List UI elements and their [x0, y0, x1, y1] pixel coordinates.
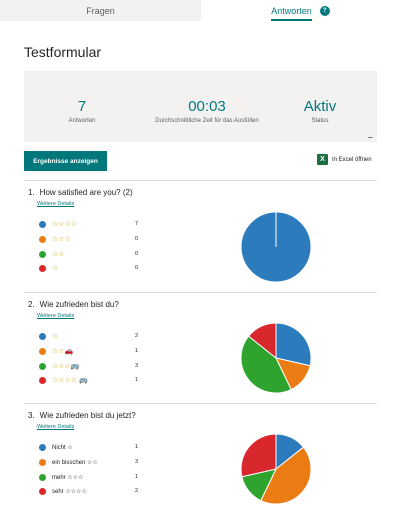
- question-1-title: 1. How satisfied are you? (2): [28, 188, 133, 197]
- legend-count: 1: [135, 444, 139, 450]
- legend-count: 1: [135, 377, 139, 383]
- pie-slice[interactable]: [240, 335, 292, 394]
- legend-count: 3: [135, 459, 139, 465]
- question-2-pie-chart: [240, 322, 312, 394]
- question-number: 3.: [28, 411, 35, 420]
- pie-slice[interactable]: [247, 322, 277, 360]
- status-value: Aktiv: [303, 98, 337, 115]
- legend-label: ☆☆☆☆ 🚌: [52, 377, 88, 384]
- legend-label: ☆☆☆: [52, 236, 71, 243]
- legend-label: ☆: [52, 333, 59, 340]
- legend-count: 0: [135, 251, 139, 257]
- legend-item: ☆☆☆☆ 🚌 1: [39, 375, 149, 385]
- legend-count: 0: [135, 265, 139, 271]
- legend-color-dot: [39, 458, 46, 466]
- legend-item: sehr ☆☆☆☆ 2: [39, 486, 149, 496]
- legend-item: ☆☆ 0: [39, 249, 149, 259]
- legend-label: ☆☆🚗: [52, 348, 74, 355]
- question-1-pie-chart: [240, 211, 312, 283]
- view-results-button[interactable]: Ergebnisse anzeigen: [24, 151, 107, 171]
- form-title: Testformular: [24, 44, 102, 60]
- pie-slice[interactable]: [275, 322, 312, 367]
- average-time-label: Durchschnittliche Zeit für das Ausfüllen: [155, 118, 259, 124]
- legend-color-dot: [39, 332, 46, 340]
- excel-icon: X: [317, 154, 328, 165]
- legend-color-dot: [39, 347, 46, 355]
- open-in-excel-label: In Excel öffnen: [332, 156, 372, 163]
- legend-count: 2: [135, 333, 139, 339]
- pie-slice[interactable]: [260, 446, 312, 505]
- legend-color-dot: [39, 362, 46, 370]
- status-label: Status: [311, 118, 329, 124]
- average-time-value: 00:03: [188, 98, 226, 115]
- legend-item: ein bisschen ☆☆ 3: [39, 457, 149, 467]
- legend-count: 1: [135, 348, 139, 354]
- legend-label: ☆☆☆☆: [52, 221, 78, 228]
- legend-label: ☆: [52, 265, 59, 272]
- tab-questions-label: Fragen: [86, 5, 115, 16]
- legend-count: 7: [135, 221, 139, 227]
- legend-label: sehr ☆☆☆☆: [52, 488, 87, 495]
- legend-item: ☆ 0: [39, 263, 149, 273]
- legend-color-dot: [39, 376, 46, 384]
- legend-count: 3: [135, 363, 139, 369]
- stat-status: Aktiv Status: [292, 98, 348, 125]
- legend-item: mehr ☆☆☆ 1: [39, 472, 149, 482]
- open-in-excel-link[interactable]: X In Excel öffnen: [317, 154, 372, 165]
- tab-responses[interactable]: Antworten ?: [201, 0, 400, 21]
- responses-label: Antworten: [68, 118, 96, 124]
- question-text: Wie zufrieden bist du jetzt?: [39, 411, 136, 420]
- question-2-details-link[interactable]: Weitere Details: [37, 313, 75, 319]
- more-options-icon[interactable]: ...: [367, 130, 372, 140]
- legend-label: ☆☆☆🚌: [52, 363, 80, 370]
- section-divider: [24, 403, 377, 404]
- question-2-title: 2. Wie zufrieden bist du?: [28, 300, 119, 309]
- legend-label: Nicht ☆: [52, 444, 73, 451]
- legend-label: ein bisschen ☆☆: [52, 459, 98, 466]
- active-tab-indicator: [271, 18, 312, 21]
- question-3-details-link[interactable]: Weitere Details: [37, 424, 75, 430]
- legend-count: 0: [135, 236, 139, 242]
- legend-color-dot: [39, 473, 46, 481]
- legend-item: ☆☆☆ 0: [39, 234, 149, 244]
- question-number: 1.: [28, 188, 35, 197]
- question-text: Wie zufrieden bist du?: [39, 300, 119, 309]
- question-3-title: 3. Wie zufrieden bist du jetzt?: [28, 411, 136, 420]
- stat-responses: 7 Antworten: [52, 98, 112, 125]
- question-1-details-link[interactable]: Weitere Details: [37, 201, 75, 207]
- legend-item: ☆☆☆☆ 7: [39, 219, 149, 229]
- legend-color-dot: [39, 220, 46, 228]
- section-divider: [24, 180, 377, 181]
- tab-questions[interactable]: Fragen: [0, 0, 201, 21]
- legend-label: ☆☆: [52, 251, 65, 258]
- question-text: How satisfied are you? (2): [39, 188, 133, 197]
- section-divider: [24, 292, 377, 293]
- stat-average-time: 00:03 Durchschnittliche Zeit für das Aus…: [132, 98, 282, 125]
- responses-help-icon[interactable]: ?: [319, 5, 330, 16]
- question-number: 2.: [28, 300, 35, 309]
- legend-item: Nicht ☆ 1: [39, 442, 149, 452]
- legend-item: ☆ 2: [39, 331, 149, 341]
- legend-count: 2: [135, 488, 139, 494]
- tab-responses-label: Antworten: [271, 5, 312, 16]
- tab-responses-label-wrap: Antworten: [271, 5, 312, 21]
- legend-item: ☆☆☆🚌 3: [39, 361, 149, 371]
- legend-color-dot: [39, 250, 46, 258]
- tab-bar: Fragen Antworten ?: [0, 0, 400, 21]
- legend-label: mehr ☆☆☆: [52, 474, 84, 481]
- legend-item: ☆☆🚗 1: [39, 346, 149, 356]
- legend-color-dot: [39, 443, 46, 451]
- legend-color-dot: [39, 235, 46, 243]
- legend-color-dot: [39, 264, 46, 272]
- question-3-pie-chart: [240, 433, 312, 505]
- legend-color-dot: [39, 487, 46, 495]
- responses-count: 7: [77, 98, 87, 115]
- legend-count: 1: [135, 474, 139, 480]
- summary-panel: 7 Antworten 00:03 Durchschnittliche Zeit…: [24, 71, 377, 142]
- pie-slice[interactable]: [240, 433, 277, 478]
